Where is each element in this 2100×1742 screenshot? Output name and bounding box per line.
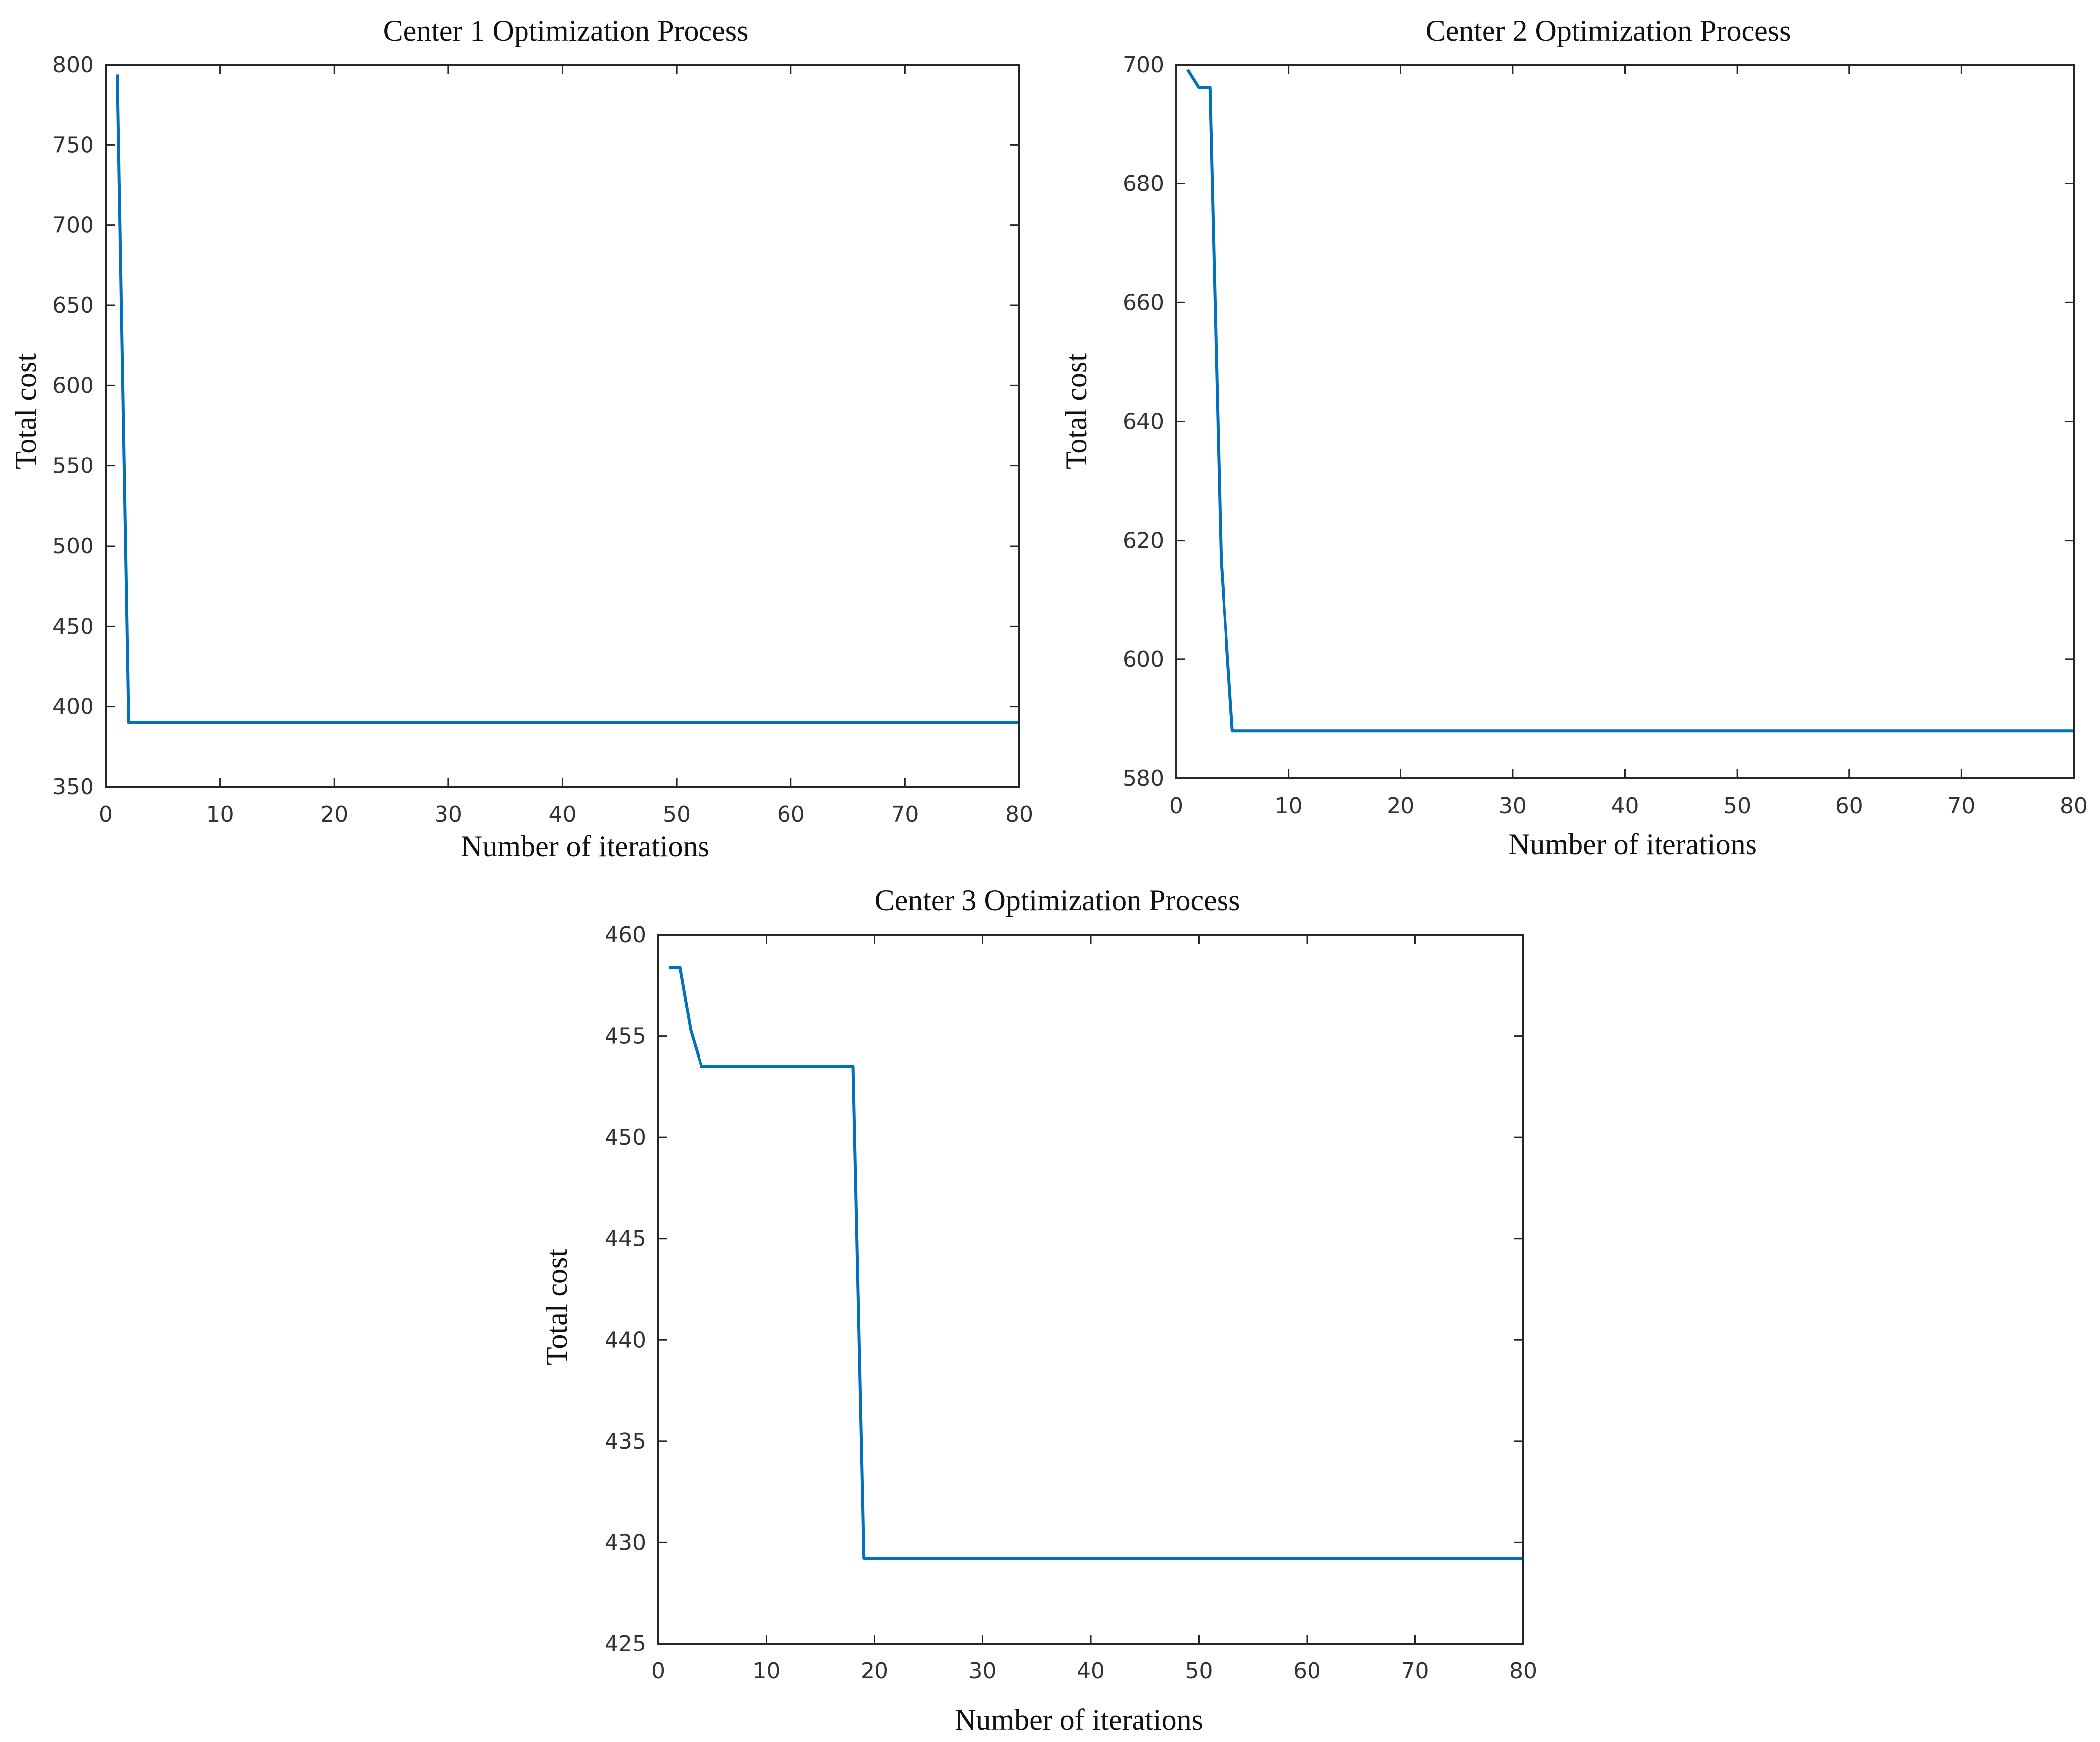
series-line-total-cost xyxy=(116,74,1019,724)
tick-marks xyxy=(105,64,1020,788)
x-tick-label: 0 xyxy=(1169,793,1183,819)
x-tick-label: 60 xyxy=(777,802,805,827)
y-tick-label: 445 xyxy=(605,1226,646,1252)
x-tick-label: 30 xyxy=(969,1658,997,1684)
y-tick-label: 700 xyxy=(52,213,94,238)
x-tick-label: 60 xyxy=(1293,1658,1321,1684)
series-line-total-cost xyxy=(669,966,1523,1560)
x-axis-label: Number of iterations xyxy=(955,1703,1203,1736)
x-tick-label: 40 xyxy=(1077,1658,1105,1684)
x-tick-label: 70 xyxy=(1947,793,1975,819)
y-tick-label: 440 xyxy=(605,1327,646,1353)
x-tick-label: 10 xyxy=(1275,793,1303,819)
x-tick-label: 50 xyxy=(1185,1658,1213,1684)
y-axis-label: Total cost xyxy=(9,353,42,469)
x-tick-label: 40 xyxy=(549,802,577,827)
x-axis-label: Number of iterations xyxy=(1508,828,1757,861)
x-tick-label: 30 xyxy=(435,802,462,827)
tick-labels: 0 10 20 30 40 50 60 70 80 350 400 450 500 550 600 650 70… xyxy=(52,52,1033,827)
tick-marks xyxy=(657,934,1524,1645)
x-tick-label: 20 xyxy=(320,802,348,827)
x-tick-label: 0 xyxy=(99,802,113,827)
chart-title: Center 3 Optimization Process xyxy=(875,884,1240,917)
x-tick-label: 70 xyxy=(891,802,919,827)
series-group xyxy=(1186,69,2074,733)
y-tick-label: 700 xyxy=(1123,52,1164,78)
tick-labels: 0 10 20 30 40 50 60 70 80 425 430 435 440 445 450 455 46… xyxy=(605,922,1537,1684)
x-tick-label: 10 xyxy=(753,1658,781,1684)
y-tick-label: 650 xyxy=(52,293,94,318)
x-tick-label: 80 xyxy=(2060,793,2088,819)
x-tick-label: 20 xyxy=(861,1658,888,1684)
y-tick-label: 620 xyxy=(1123,528,1164,553)
plot-frame xyxy=(657,934,1524,1645)
x-tick-label: 30 xyxy=(1499,793,1527,819)
plot-frame xyxy=(105,64,1020,788)
y-tick-label: 430 xyxy=(605,1530,646,1555)
x-tick-label: 80 xyxy=(1005,802,1033,827)
y-tick-label: 350 xyxy=(52,774,94,800)
series-group xyxy=(116,74,1019,724)
chart-title: Center 1 Optimization Process xyxy=(383,14,749,47)
x-tick-label: 60 xyxy=(1836,793,1863,819)
y-tick-label: 550 xyxy=(52,454,94,479)
y-axis-label: Total cost xyxy=(540,1249,573,1365)
y-tick-label: 435 xyxy=(605,1429,646,1454)
y-tick-label: 450 xyxy=(605,1125,646,1150)
y-tick-label: 460 xyxy=(605,922,646,948)
y-tick-label: 640 xyxy=(1123,409,1164,435)
y-tick-label: 660 xyxy=(1123,290,1164,315)
chart-center-1: Center 1 Optimization Process Total cost… xyxy=(9,14,1033,863)
y-tick-label: 600 xyxy=(1123,647,1164,672)
x-tick-label: 80 xyxy=(1509,1658,1537,1684)
y-tick-label: 800 xyxy=(52,52,94,78)
x-tick-label: 0 xyxy=(651,1658,665,1684)
y-tick-label: 680 xyxy=(1123,171,1164,196)
chart-center-3: Center 3 Optimization Process Total cost… xyxy=(540,884,1537,1736)
x-axis-label: Number of iterations xyxy=(461,830,709,863)
chart-title: Center 2 Optimization Process xyxy=(1426,14,1791,47)
tick-marks xyxy=(1175,64,2075,779)
x-tick-label: 50 xyxy=(663,802,691,827)
y-tick-label: 450 xyxy=(52,614,94,639)
tick-labels: 0 10 20 30 40 50 60 70 80 580 600 620 640 660 680 700 xyxy=(1123,52,2088,819)
y-tick-label: 580 xyxy=(1123,766,1164,791)
series-group xyxy=(669,966,1523,1560)
x-tick-label: 20 xyxy=(1387,793,1414,819)
x-tick-label: 70 xyxy=(1401,1658,1429,1684)
x-tick-label: 10 xyxy=(206,802,234,827)
y-tick-label: 400 xyxy=(52,694,94,720)
y-tick-label: 455 xyxy=(605,1024,646,1049)
x-tick-label: 40 xyxy=(1611,793,1639,819)
chart-center-2: Center 2 Optimization Process Total cost… xyxy=(1060,14,2088,861)
plot-frame xyxy=(1175,64,2075,779)
y-tick-label: 500 xyxy=(52,534,94,559)
y-tick-label: 600 xyxy=(52,373,94,398)
series-line-total-cost xyxy=(1186,69,2074,733)
y-tick-label: 750 xyxy=(52,132,94,158)
y-axis-label: Total cost xyxy=(1060,353,1093,469)
x-tick-label: 50 xyxy=(1723,793,1751,819)
y-tick-label: 425 xyxy=(605,1631,646,1656)
